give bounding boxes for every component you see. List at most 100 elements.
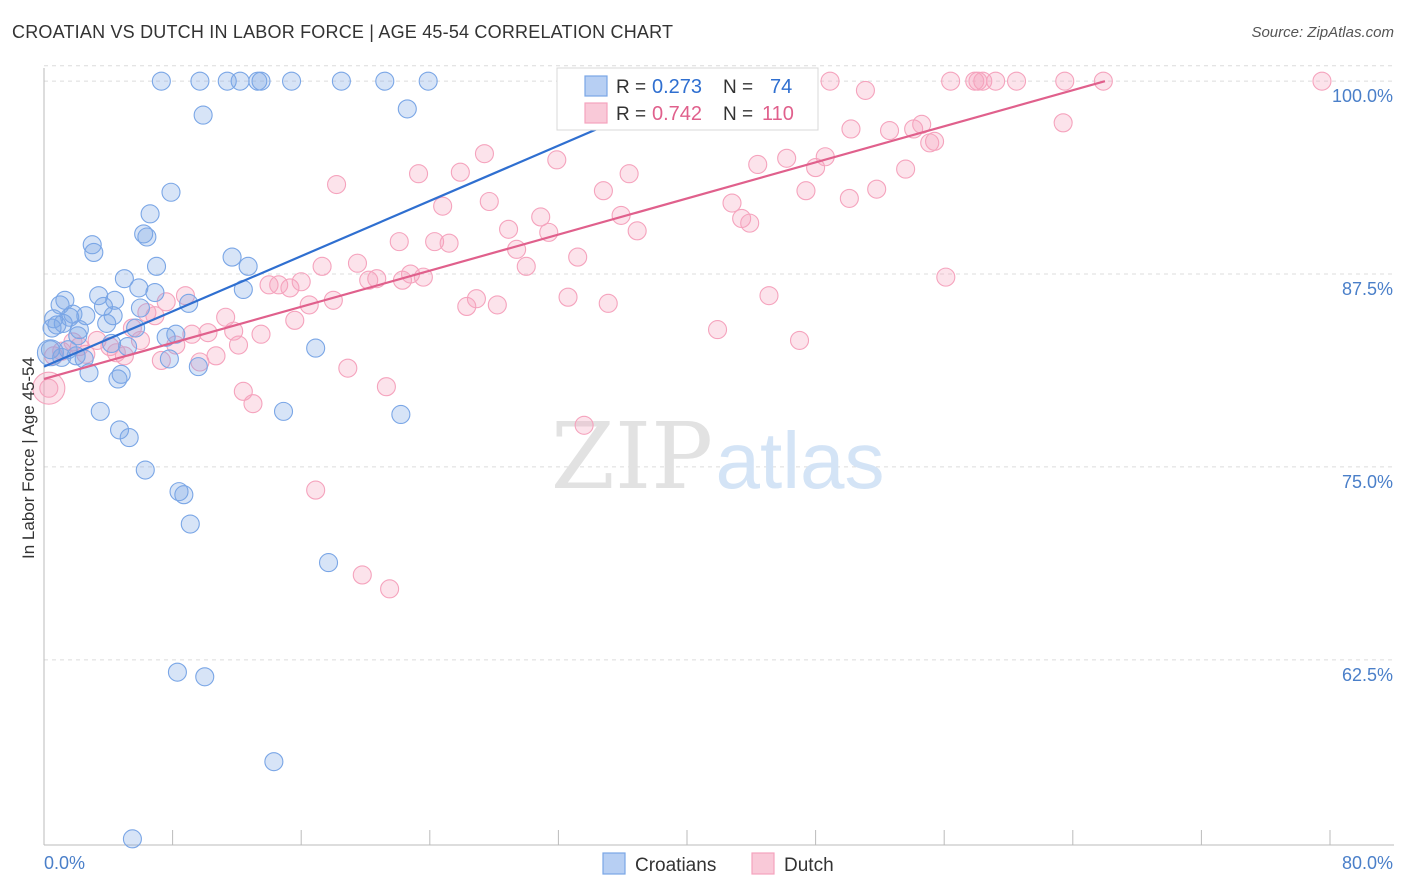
croatian-point-63 xyxy=(273,401,294,421)
dutch-point-59 xyxy=(499,219,519,239)
dutch-point-85 xyxy=(789,330,810,350)
bottom-legend: Croatians Dutch xyxy=(602,852,834,876)
croatian-trend-line xyxy=(43,89,688,368)
dutch-point-92 xyxy=(855,80,875,100)
croatian-point-38 xyxy=(140,204,160,224)
dutch-point-37 xyxy=(327,174,347,195)
dutch-point-107 xyxy=(1053,113,1073,133)
y-tick-label-0: 62.5% xyxy=(1342,665,1393,685)
y-tick-label-1: 75.0% xyxy=(1342,472,1393,492)
dutch-point-40 xyxy=(352,565,372,585)
dutch-point-44 xyxy=(380,579,400,599)
dutch-point-99 xyxy=(925,131,945,151)
croatian-point-20 xyxy=(90,401,110,421)
dutch-point-55 xyxy=(466,289,486,309)
dutch-point-90 xyxy=(839,188,859,208)
dutch-point-66 xyxy=(568,247,588,267)
dutch-point-69 xyxy=(598,293,618,313)
legend-n-label-croatians: N = xyxy=(723,77,753,98)
croatian-point-33 xyxy=(129,278,149,298)
dutch-point-27 xyxy=(251,324,271,344)
croatian-point-22 xyxy=(97,313,117,333)
chart-title: CROATIAN VS DUTCH IN LABOR FORCE | AGE 4… xyxy=(12,22,674,42)
croatian-point-large xyxy=(36,339,64,367)
croatian-point-44 xyxy=(161,182,181,202)
legend-r-value-croatians: 0.273 xyxy=(652,76,702,98)
dutch-point-21 xyxy=(206,346,226,366)
dutch-point-17 xyxy=(175,286,196,306)
y-tick-labels: 62.5% 75.0% 87.5% 100.0% xyxy=(1332,86,1393,685)
dutch-point-50 xyxy=(425,232,445,252)
dutch-point-32 xyxy=(291,272,311,292)
dutch-point-large xyxy=(32,371,66,405)
dutch-point-76 xyxy=(707,320,728,340)
croatian-point-29 xyxy=(114,269,134,289)
x-tick-labels: 0.0% 80.0% xyxy=(44,853,1393,873)
dutch-point-93 xyxy=(867,179,887,199)
dutch-point-35 xyxy=(312,256,332,276)
dutch-point-61 xyxy=(516,256,536,276)
croatian-point-15 xyxy=(76,306,96,326)
croatian-point-51 xyxy=(188,357,208,377)
dutch-point-95 xyxy=(896,159,916,179)
croatian-point-68 xyxy=(375,71,395,91)
dutch-point-38 xyxy=(338,358,358,378)
bottom-legend-swatch-dutch xyxy=(751,852,775,875)
croatian-point-12 xyxy=(68,326,88,346)
dutch-point-100 xyxy=(936,267,956,287)
dutch-trend-line xyxy=(43,80,1106,381)
dutch-point-39 xyxy=(347,253,368,273)
x-tick-label-1: 80.0% xyxy=(1342,853,1393,873)
croatian-point-59 xyxy=(238,256,258,276)
croatian-point-52 xyxy=(190,71,210,91)
croatian-point-61 xyxy=(251,71,271,91)
legend-swatch-dutch xyxy=(584,102,608,124)
legend-r-label-dutch: R = xyxy=(616,104,646,125)
croatian-point-36 xyxy=(135,460,155,480)
croatian-point-35 xyxy=(134,224,154,244)
croatian-point-24 xyxy=(103,306,123,326)
dutch-points xyxy=(32,71,1332,599)
croatian-point-31 xyxy=(119,428,139,448)
croatian-point-46 xyxy=(167,662,187,682)
dutch-point-53 xyxy=(450,162,470,182)
y-tick-label-3: 100.0% xyxy=(1332,86,1393,106)
dutch-point-57 xyxy=(479,191,499,212)
croatian-point-56 xyxy=(222,247,242,267)
croatian-point-64 xyxy=(282,71,302,91)
croatian-point-25 xyxy=(105,290,125,310)
croatian-point-28 xyxy=(111,364,131,384)
dutch-point-80 xyxy=(740,213,760,233)
trend-lines xyxy=(43,80,1106,381)
croatian-point-67 xyxy=(331,71,351,91)
dutch-point-91 xyxy=(841,119,861,139)
dutch-point-105 xyxy=(986,71,1006,91)
legend-n-value-croatians: 74 xyxy=(770,76,792,98)
dutch-point-54 xyxy=(457,296,477,316)
watermark-zip: ZIP xyxy=(551,403,713,510)
dutch-point-81 xyxy=(748,154,768,175)
croatian-point-57 xyxy=(230,71,250,91)
croatian-point-19 xyxy=(89,286,109,306)
legend-r-label-croatians: R = xyxy=(616,77,646,98)
dutch-point-94 xyxy=(879,120,900,141)
dutch-point-45 xyxy=(389,232,409,252)
croatian-point-69 xyxy=(391,404,411,425)
croatian-point-50 xyxy=(180,514,200,534)
dutch-point-78 xyxy=(722,193,742,213)
dutch-point-58 xyxy=(487,295,507,315)
dutch-point-84 xyxy=(777,148,797,168)
dutch-point-41 xyxy=(359,270,379,290)
dutch-point-34 xyxy=(306,480,326,500)
legend-swatch-croatians xyxy=(584,75,608,97)
croatian-point-62 xyxy=(264,752,284,772)
dutch-point-67 xyxy=(574,415,594,435)
grid-lines xyxy=(44,65,1394,661)
dutch-point-82 xyxy=(759,286,779,306)
croatian-point-45 xyxy=(166,324,186,344)
dutch-point-106 xyxy=(1006,71,1027,91)
croatian-point-73 xyxy=(122,829,142,849)
bottom-legend-label-dutch: Dutch xyxy=(784,855,834,876)
axes xyxy=(43,68,1394,846)
dutch-point-108 xyxy=(1055,71,1075,91)
